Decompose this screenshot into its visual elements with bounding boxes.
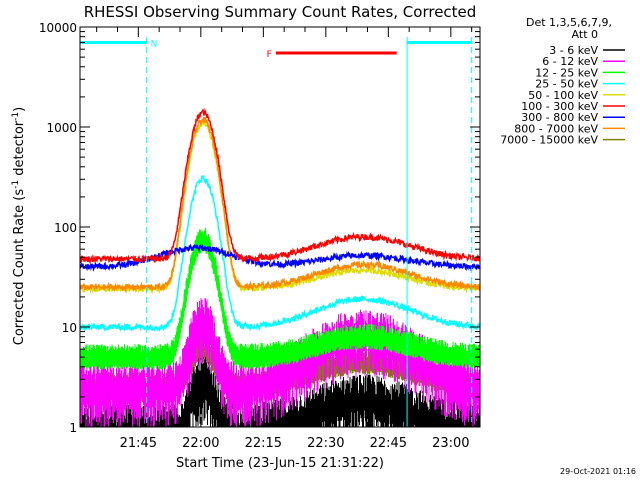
y-tick-label: 10: [62, 321, 77, 335]
data-layer: NF: [79, 37, 481, 427]
legend-label-25-50-kev: 25 - 50 keV: [535, 78, 598, 91]
y-label-main: Corrected Count Rate (s: [12, 189, 27, 346]
y-label-sup-2: -1: [11, 112, 21, 121]
x-tick-label: 22:00: [182, 436, 219, 451]
x-axis-label: Start Time (23-Jun-15 21:31:22): [176, 456, 384, 471]
legend-label-12-25-kev: 12 - 25 keV: [535, 66, 598, 79]
legend-label-100-300-kev: 100 - 300 keV: [521, 100, 598, 113]
x-tick-label: 21:45: [120, 436, 157, 451]
flag-label-f: F: [267, 50, 272, 60]
axes-layer: 1 10 100 1000 10000 21:45 22:00 22:15 22:30 22:45…: [39, 21, 481, 451]
flag-label-n: N: [151, 39, 158, 49]
generation-timestamp: 29-Oct-2021 01:16: [560, 467, 636, 476]
legend-label-300-800-kev: 300 - 800 keV: [521, 111, 598, 124]
y-tick-label: 100: [54, 221, 77, 235]
legend-label-6-12-kev: 6 - 12 keV: [542, 55, 598, 68]
y-tick-label: 1000: [46, 121, 77, 135]
y-label-sup-1: -1: [11, 180, 21, 189]
y-label-close: ): [12, 107, 27, 112]
series-12-25-kev: [79, 227, 481, 370]
x-tick-label: 22:45: [370, 436, 407, 451]
y-tick-label: 1: [69, 421, 77, 435]
legend-label-800-7000-kev: 800 - 7000 keV: [514, 122, 598, 135]
legend-label-7000-15000-kev: 7000 - 15000 keV: [500, 134, 598, 147]
legend-label-50-100-kev: 50 - 100 keV: [528, 89, 598, 102]
y-tick-label: 10000: [39, 21, 77, 35]
legend-header-1: Det 1,3,5,6,7,9,: [526, 16, 612, 29]
x-tick-label: 22:30: [307, 436, 344, 451]
chart-title: RHESSI Observing Summary Count Rates, Co…: [84, 3, 477, 21]
x-tick-label: 23:00: [432, 436, 469, 451]
y-label-detector: detector: [12, 120, 27, 180]
y-axis-label: Corrected Count Rate (s-1 detector-1): [11, 107, 27, 345]
legend-header-2: Att 0: [572, 28, 598, 41]
series-line-25-50-kev: [79, 174, 481, 333]
x-tick-label: 22:15: [245, 436, 282, 451]
legend-label-3-6-kev: 3 - 6 keV: [549, 44, 598, 57]
